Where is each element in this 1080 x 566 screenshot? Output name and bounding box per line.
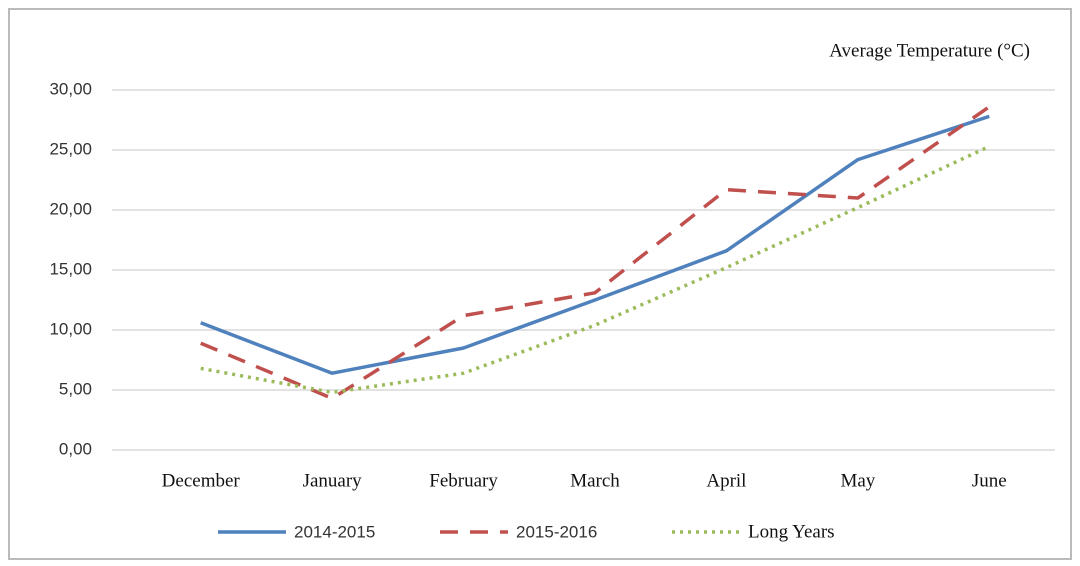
x-tick-label: April [706,470,746,491]
y-tick-label: 10,00 [49,319,92,338]
y-tick-label: 30,00 [49,79,92,98]
y-tick-label: 5,00 [59,379,92,398]
x-tick-label: January [303,470,363,491]
y-tick-label: 25,00 [49,139,92,158]
chart-frame [8,8,1072,560]
x-tick-label: December [162,470,241,491]
y-tick-label: 0,00 [59,439,92,458]
legend-label: 2014-2015 [294,522,375,541]
y-tick-label: 20,00 [49,199,92,218]
x-tick-label: March [570,470,620,491]
legend-label: 2015-2016 [516,522,597,541]
y-tick-label: 15,00 [49,259,92,278]
chart-title: Average Temperature (°C) [829,40,1030,61]
x-tick-label: June [972,470,1007,491]
series-line [200,114,990,375]
series-line [200,105,991,401]
legend-label: Long Years [748,521,835,542]
x-tick-label: May [840,470,875,491]
x-tick-label: February [429,470,498,491]
